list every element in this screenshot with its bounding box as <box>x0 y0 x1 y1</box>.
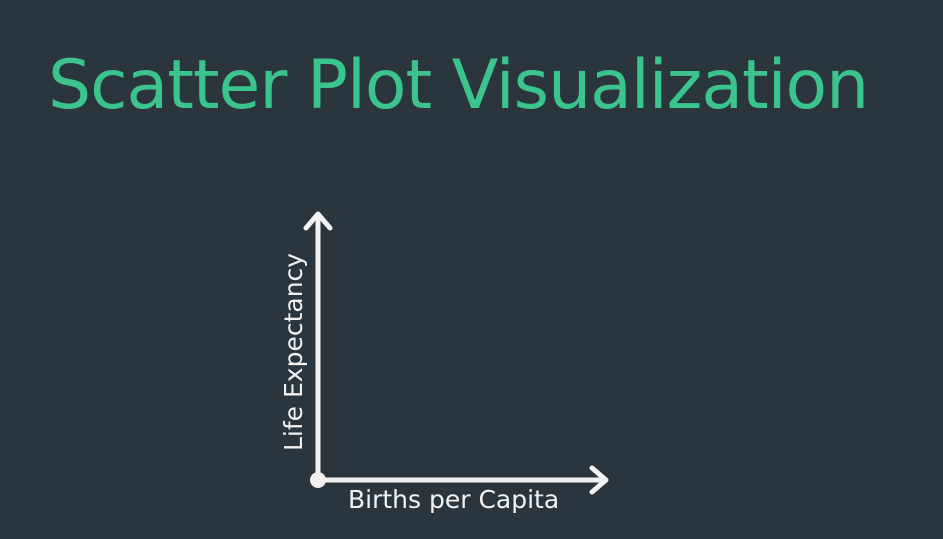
y-axis-label: Life Expectancy <box>279 253 308 451</box>
y-axis-arrowhead <box>303 211 333 231</box>
slide-title: Scatter Plot Visualization <box>48 46 869 125</box>
x-axis-label: Births per Capita <box>348 485 559 514</box>
x-axis-arrowhead <box>589 465 609 495</box>
origin-dot <box>310 472 326 488</box>
